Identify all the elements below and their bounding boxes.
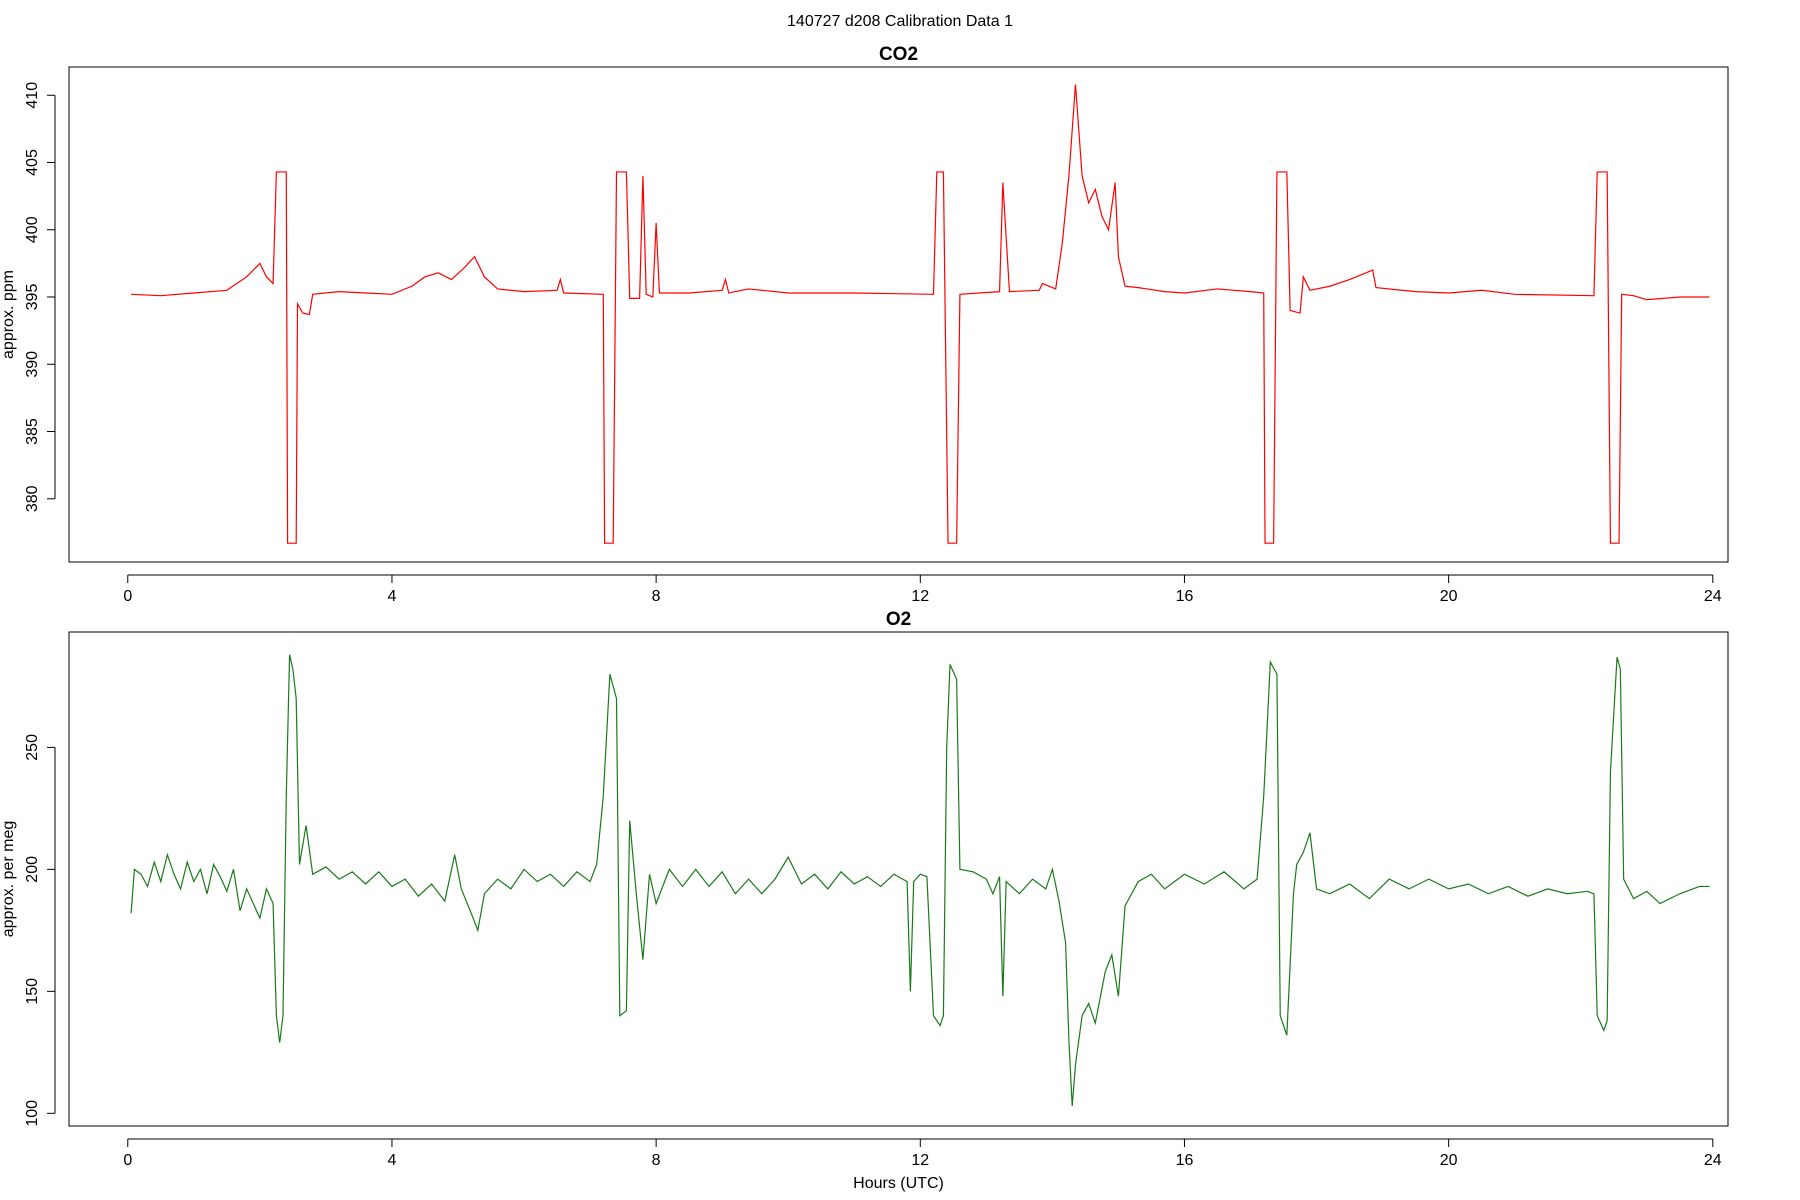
plot-frame [68,66,1729,563]
x-axis-label: Hours (UTC) [853,1175,944,1192]
x-tick-label: 20 [1440,588,1458,605]
x-tick-label: 16 [1176,588,1194,605]
panel-title: CO2 [879,44,918,65]
panel-title: O2 [886,609,911,630]
data-line [130,654,1710,1107]
y-tick-label: 385 [24,418,41,445]
plot-frame [68,631,1729,1127]
x-tick-label: 20 [1440,1152,1458,1169]
x-tick-label: 16 [1176,1152,1194,1169]
x-tick-label: 8 [652,1152,661,1169]
x-tick-label: 24 [1704,1152,1722,1169]
x-tick-label: 12 [911,588,929,605]
y-tick-label: 410 [24,82,41,109]
x-tick-label: 0 [123,1152,132,1169]
y-tick-label: 405 [24,149,41,176]
x-tick-label: 0 [123,588,132,605]
x-tick-label: 4 [387,1152,396,1169]
y-tick-label: 200 [24,856,41,883]
y-tick-label: 400 [24,216,41,243]
y-axis-label: approx. ppm [0,270,17,359]
x-tick-label: 8 [652,588,661,605]
y-tick-label: 395 [24,284,41,311]
y-tick-label: 100 [24,1100,41,1127]
x-tick-label: 4 [387,588,396,605]
x-tick-label: 12 [911,1152,929,1169]
data-line [131,84,1710,544]
figure-title: 140727 d208 Calibration Data 1 [787,13,1013,30]
y-tick-label: 380 [24,485,41,512]
y-tick-label: 150 [24,978,41,1005]
x-tick-label: 24 [1704,588,1722,605]
y-tick-label: 390 [24,351,41,378]
y-tick-label: 250 [24,734,41,761]
y-axis-label: approx. per meg [0,821,17,938]
